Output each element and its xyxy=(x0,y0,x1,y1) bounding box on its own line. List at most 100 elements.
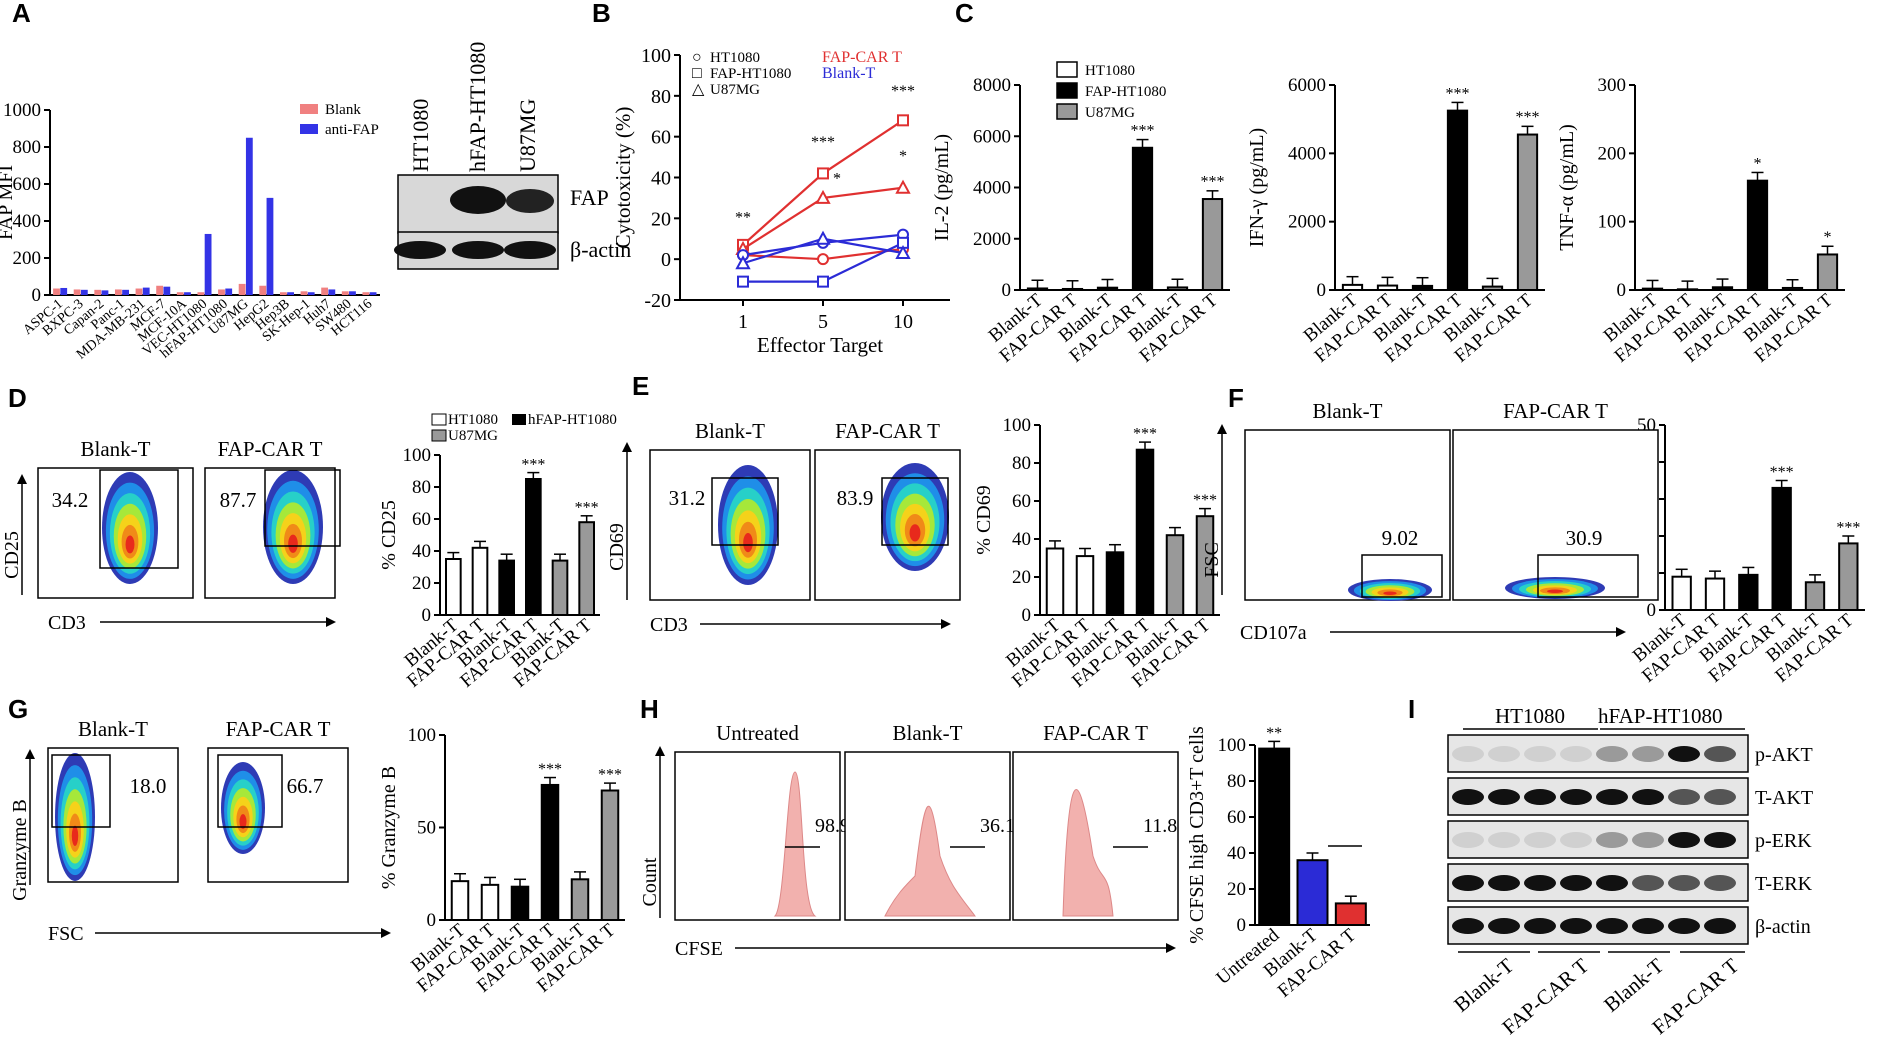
band xyxy=(1596,789,1628,805)
y-tick-label: 50 xyxy=(417,818,436,839)
y-axis-label: IL-2 (pg/mL) xyxy=(931,134,953,241)
plot-title: FAP-CAR T xyxy=(835,419,940,443)
gate-value: 31.2 xyxy=(669,486,706,510)
plot-title: Blank-T xyxy=(695,419,765,443)
bar xyxy=(1816,253,1839,291)
point-square xyxy=(817,167,829,180)
x-arrow-head xyxy=(1166,943,1176,953)
gate-value: 83.9 xyxy=(837,486,874,510)
y-tick-label: 40 xyxy=(1012,529,1031,550)
bar xyxy=(1838,542,1859,612)
y-tick-label: 100 xyxy=(1218,735,1247,756)
bar xyxy=(1704,577,1726,611)
legend-swatch xyxy=(431,429,447,442)
histogram xyxy=(1062,789,1114,917)
significance-label: *** xyxy=(891,83,915,100)
bar xyxy=(600,789,620,921)
bar xyxy=(349,291,356,295)
band xyxy=(1452,918,1484,934)
row-label: T-AKT xyxy=(1755,787,1813,809)
band xyxy=(1488,746,1520,762)
y-axis-label: TNF-α (pg/mL) xyxy=(1556,124,1578,251)
chart-b: -20 0 20 40 60 80 100 1 5 10 Effector Target Cytoto… xyxy=(611,45,950,357)
legend-label: U87MG xyxy=(448,428,498,444)
y-arrow-head xyxy=(622,442,632,452)
y-tick-label: 80 xyxy=(651,86,671,108)
bar xyxy=(266,197,274,295)
band xyxy=(1560,832,1592,848)
row-label: β-actin xyxy=(1755,916,1811,938)
y-tick-label: 2000 xyxy=(1288,212,1326,233)
band xyxy=(1524,832,1556,848)
point-circle xyxy=(817,253,829,266)
band xyxy=(1452,789,1484,805)
band xyxy=(450,186,506,214)
band xyxy=(1632,875,1664,891)
band xyxy=(1524,746,1556,762)
bar xyxy=(1804,581,1826,611)
flow-e: Blank-T 31.2 FAP-CAR T 83.9 CD69 CD3 xyxy=(606,419,961,636)
bar xyxy=(450,880,470,922)
bar xyxy=(300,291,308,295)
bar xyxy=(498,559,516,616)
y-axis-label: IFN-γ (pg/mL) xyxy=(1246,128,1268,247)
flow-d: Blank-T 34.2 FAP-CAR T 87.7 CD25 CD3 xyxy=(1,437,341,634)
band xyxy=(1452,875,1484,891)
band xyxy=(1632,789,1664,805)
y-arrow-head xyxy=(1217,424,1227,434)
bar xyxy=(122,289,129,295)
y-tick-label: 6000 xyxy=(973,126,1011,147)
gate-value: 30.9 xyxy=(1566,526,1603,550)
bar xyxy=(321,287,329,295)
panel-letter-e: E xyxy=(632,371,649,401)
band xyxy=(1668,875,1700,891)
y-axis-label: % CD69 xyxy=(973,485,995,554)
bar xyxy=(1516,133,1539,291)
significance-label: *** xyxy=(1133,425,1157,442)
gate xyxy=(1537,554,1639,598)
plot-title: FAP-CAR T xyxy=(1043,721,1148,745)
y-tick-label: 200 xyxy=(13,248,42,269)
y-tick-label: 0 xyxy=(1617,280,1627,301)
gate-value: 11.8 xyxy=(1143,815,1177,837)
legend-swatch xyxy=(1056,103,1078,120)
point-triangle xyxy=(895,244,911,260)
legend-label: HT1080 xyxy=(448,412,498,428)
bar xyxy=(1258,747,1291,926)
band xyxy=(1632,832,1664,848)
bar xyxy=(94,289,102,295)
significance-label: ** xyxy=(735,209,751,226)
y-tick-label: 20 xyxy=(1227,879,1246,900)
y-tick-label: 80 xyxy=(1227,771,1246,792)
legend-d: HT1080 hFAP-HT1080 U87MG xyxy=(431,412,617,444)
y-tick-label: 100 xyxy=(1598,212,1627,233)
band xyxy=(1560,918,1592,934)
gate-value: 36.1 xyxy=(980,815,1015,837)
x-arrow-head xyxy=(326,617,336,627)
row-label: p-AKT xyxy=(1755,744,1813,766)
density-contour xyxy=(288,534,298,553)
plot-title: Blank-T xyxy=(1313,399,1383,423)
band xyxy=(1488,875,1520,891)
y-tick-label: 40 xyxy=(651,168,671,190)
significance-label: *** xyxy=(521,456,545,473)
x-axis-label: Effector Target xyxy=(757,333,883,357)
bar xyxy=(1676,288,1699,292)
row-label: T-ERK xyxy=(1755,873,1813,895)
legend-swatch-antifap xyxy=(300,124,318,134)
y-tick-label: 200 xyxy=(1598,143,1627,164)
bar xyxy=(471,546,489,616)
plot-title: FAP-CAR T xyxy=(1503,399,1608,423)
bar xyxy=(1131,146,1154,291)
significance-label: *** xyxy=(811,134,835,151)
legend-swatch xyxy=(431,413,447,426)
gate-value: 18.0 xyxy=(130,774,167,798)
bar xyxy=(1061,287,1084,292)
panel-letter-h: H xyxy=(640,694,659,724)
y-tick-label: 0 xyxy=(427,910,437,931)
lane-label: HT1080 xyxy=(408,99,433,172)
y-axis-label: % CFSE high CD3+T cells xyxy=(1186,726,1208,944)
density-contour xyxy=(909,524,921,542)
band xyxy=(506,189,554,213)
